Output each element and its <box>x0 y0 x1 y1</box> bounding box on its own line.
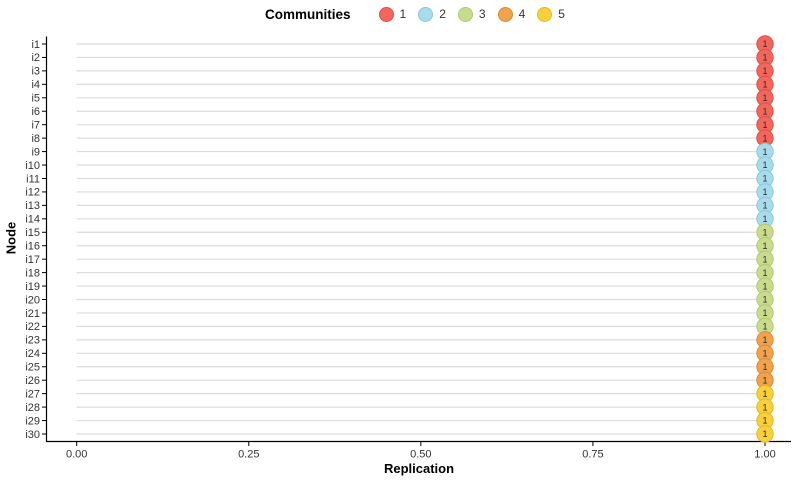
y-tick-label: i5 <box>31 93 40 105</box>
y-tick-label: i23 <box>25 335 40 347</box>
legend-title: Communities <box>265 6 351 22</box>
legend-label: 3 <box>478 7 486 21</box>
legend-entry: 5 <box>537 6 565 22</box>
y-tick-label: i29 <box>25 415 40 427</box>
point-label: 1 <box>762 335 767 345</box>
legend-entry: 1 <box>378 6 407 22</box>
point-label: 1 <box>762 133 767 143</box>
y-tick-label: i25 <box>25 362 40 374</box>
point-label: 1 <box>762 160 767 170</box>
y-tick-label: i13 <box>25 200 40 212</box>
legend-label: 4 <box>518 7 526 21</box>
point-label: 1 <box>762 281 767 291</box>
point-label: 1 <box>762 227 767 237</box>
y-tick-label: i14 <box>25 214 40 226</box>
point-label: 1 <box>762 389 767 399</box>
legend-entry: 2 <box>418 6 446 22</box>
point-label: 1 <box>762 80 767 90</box>
point-label: 1 <box>762 241 767 251</box>
x-tick-label: 0.75 <box>582 449 603 461</box>
legend-swatch-circle <box>497 6 513 22</box>
x-tick-label: 1.00 <box>754 449 775 461</box>
point-label: 1 <box>762 295 767 305</box>
y-tick-label: i16 <box>25 241 40 253</box>
y-tick-label: i1 <box>31 39 40 51</box>
point-label: 1 <box>762 362 767 372</box>
legend-label: 2 <box>439 7 446 21</box>
legend-entry: 3 <box>457 6 486 22</box>
y-tick-label: i27 <box>25 388 40 400</box>
x-tick-label: 0.25 <box>238 449 259 461</box>
y-tick-label: i6 <box>31 106 40 118</box>
y-tick-label: i24 <box>25 348 40 360</box>
point-label: 1 <box>762 429 767 439</box>
point-label: 1 <box>762 66 767 76</box>
point-label: 1 <box>762 93 767 103</box>
y-tick-label: i30 <box>25 429 40 441</box>
y-tick-label: i28 <box>25 402 40 414</box>
legend-label: 1 <box>399 7 407 21</box>
x-tick-label: 0.00 <box>66 449 87 461</box>
point-label: 1 <box>762 375 767 385</box>
legend-entries: 1 2 3 4 5 <box>378 6 565 22</box>
y-tick-label: i20 <box>25 294 40 306</box>
legend-swatch-circle <box>537 6 553 22</box>
point-label: 1 <box>762 322 767 332</box>
point-label: 1 <box>762 308 767 318</box>
point-label: 1 <box>762 106 767 116</box>
y-tick-label: i12 <box>25 187 40 199</box>
point-label: 1 <box>762 53 767 63</box>
y-tick-label: i17 <box>25 254 40 266</box>
legend-swatch-circle <box>418 6 434 22</box>
point-label: 1 <box>762 39 767 49</box>
y-tick-label: i4 <box>31 79 40 91</box>
x-tick-label: 0.50 <box>410 449 431 461</box>
y-tick-label: i19 <box>25 281 40 293</box>
y-tick-label: i3 <box>31 66 40 78</box>
point-label: 1 <box>762 416 767 426</box>
y-tick-label: i2 <box>31 52 40 64</box>
point-label: 1 <box>762 268 767 278</box>
point-label: 1 <box>762 402 767 412</box>
y-tick-label: i8 <box>31 133 40 145</box>
point-label: 1 <box>762 120 767 130</box>
y-tick-label: i9 <box>31 146 40 158</box>
y-tick-label: i7 <box>31 119 40 131</box>
y-tick-label: i15 <box>25 227 40 239</box>
point-label: 1 <box>762 187 767 197</box>
y-tick-label: i21 <box>25 308 40 320</box>
point-label: 1 <box>762 147 767 157</box>
y-tick-label: i22 <box>25 321 40 333</box>
y-tick-label: i18 <box>25 267 40 279</box>
y-tick-label: i11 <box>26 173 40 185</box>
point-label: 1 <box>762 349 767 359</box>
point-label: 1 <box>762 254 767 264</box>
point-label: 1 <box>762 214 767 224</box>
legend: Communities 1 2 3 4 5 <box>0 3 800 25</box>
legend-label: 5 <box>558 7 565 21</box>
point-label: 1 <box>762 201 767 211</box>
legend-swatch-circle <box>457 6 473 22</box>
node-point <box>756 425 774 443</box>
point-label: 1 <box>762 174 767 184</box>
y-tick-label: i26 <box>25 375 40 387</box>
legend-swatch-circle <box>378 6 394 22</box>
y-tick-label: i10 <box>25 160 40 172</box>
legend-entry: 4 <box>497 6 526 22</box>
x-axis-title: Replication <box>383 461 455 476</box>
